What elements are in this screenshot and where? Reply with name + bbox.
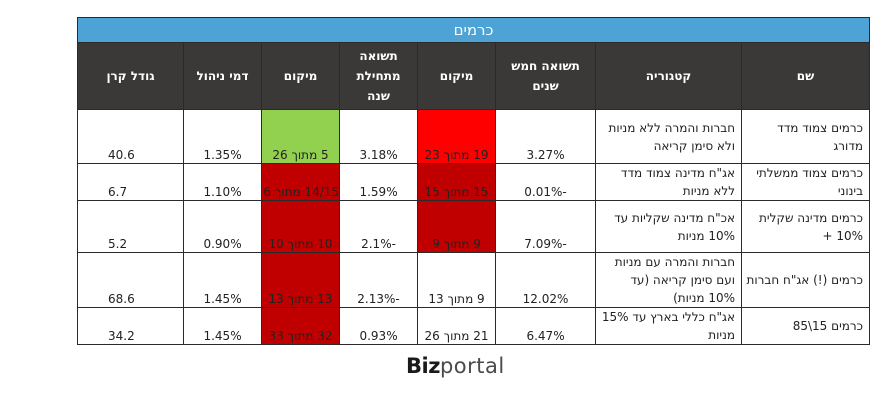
rank-5y: 19 מתוך 23 [417, 109, 497, 164]
fund-size: 68.6 [76, 252, 185, 308]
fund-size: 6.7 [76, 163, 185, 201]
rank-5y: 9 מתוך 13 [417, 252, 497, 308]
header-return-ytd: תשואה מתחילת שנה [339, 42, 419, 110]
bizportal-logo: Biz portal [406, 352, 505, 378]
return-ytd: 0.93% [339, 307, 419, 345]
funds-table: כרמים שם קטגוריה תשואה חמש שנים מיקום תש… [76, 17, 871, 345]
header-rank-5y: מיקום [417, 42, 497, 110]
header-row: שם קטגוריה תשואה חמש שנים מיקום תשואה מת… [76, 42, 871, 110]
fund-size: 40.6 [76, 109, 185, 164]
logo-part-portal: portal [439, 354, 505, 378]
management-fee: 0.90% [183, 200, 263, 253]
return-ytd: -2.13% [339, 252, 419, 308]
fund-name: כרמים מדינה שקלית 10% + [741, 200, 871, 253]
fund-category: אכ"ח מדינה שקליות עד 10% מניות [595, 200, 743, 253]
rank-5y: 21 מתוך 26 [417, 307, 497, 345]
fund-name: כרמים 15\85 [741, 307, 871, 345]
return-5y: 6.47% [495, 307, 597, 345]
return-5y: 12.02% [495, 252, 597, 308]
return-5y: -7.09% [495, 200, 597, 253]
management-fee: 1.45% [183, 252, 263, 308]
table-row: כרמים 15\85 אג"ח כללי בארץ עד 15% מניות … [76, 307, 871, 345]
fund-category: חברות והמרה עם מניות ועם סימן קריאה (עד … [595, 252, 743, 308]
rank-ytd: 13 מתוך 13 [261, 252, 341, 308]
table-row: כרמים (!) אג"ח חברות חברות והמרה עם מניו… [76, 252, 871, 308]
header-rank-ytd: מיקום [261, 42, 341, 110]
return-ytd: -2.1% [339, 200, 419, 253]
fund-name: כרמים צמוד מדד מדורג [741, 109, 871, 164]
management-fee: 1.45% [183, 307, 263, 345]
management-fee: 1.35% [183, 109, 263, 164]
rank-ytd: 14/15 מתוך 16 [261, 163, 341, 201]
return-5y: 3.27% [495, 109, 597, 164]
header-size: גודל קרן [76, 42, 185, 110]
return-ytd: 1.59% [339, 163, 419, 201]
header-fee: דמי ניהול [183, 42, 263, 110]
logo-part-biz: Biz [406, 354, 440, 378]
rank-ytd: 32 מתוך 33 [261, 307, 341, 345]
return-5y: -0.01% [495, 163, 597, 201]
rank-ytd: 10 מתוך 10 [261, 200, 341, 253]
fund-category: חברות והמרה ללא מניות ולא סימן קריאה [595, 109, 743, 164]
management-fee: 1.10% [183, 163, 263, 201]
rank-ytd: 5 מתוך 26 [261, 109, 341, 164]
table-row: כרמים צמוד מדד מדורג חברות והמרה ללא מני… [76, 109, 871, 164]
table-row: כרמים צמוד ממשלתי בינוני אג"ח מדינה צמוד… [76, 163, 871, 201]
return-ytd: 3.18% [339, 109, 419, 164]
table-row: כרמים מדינה שקלית 10% + אכ"ח מדינה שקליו… [76, 200, 871, 253]
fund-size: 34.2 [76, 307, 185, 345]
fund-category: אג"ח כללי בארץ עד 15% מניות [595, 307, 743, 345]
header-category: קטגוריה [595, 42, 743, 110]
table-title: כרמים [76, 17, 871, 43]
fund-name: כרמים צמוד ממשלתי בינוני [741, 163, 871, 201]
rank-5y: 15 מתוך 15 [417, 163, 497, 201]
fund-category: אג"ח מדינה צמוד מדד ללא מניות [595, 163, 743, 201]
fund-name: כרמים (!) אג"ח חברות [741, 252, 871, 308]
header-name: שם [741, 42, 871, 110]
fund-size: 5.2 [76, 200, 185, 253]
rank-5y: 9 מתוך 9 [417, 200, 497, 253]
header-return-5y: תשואה חמש שנים [495, 42, 597, 110]
